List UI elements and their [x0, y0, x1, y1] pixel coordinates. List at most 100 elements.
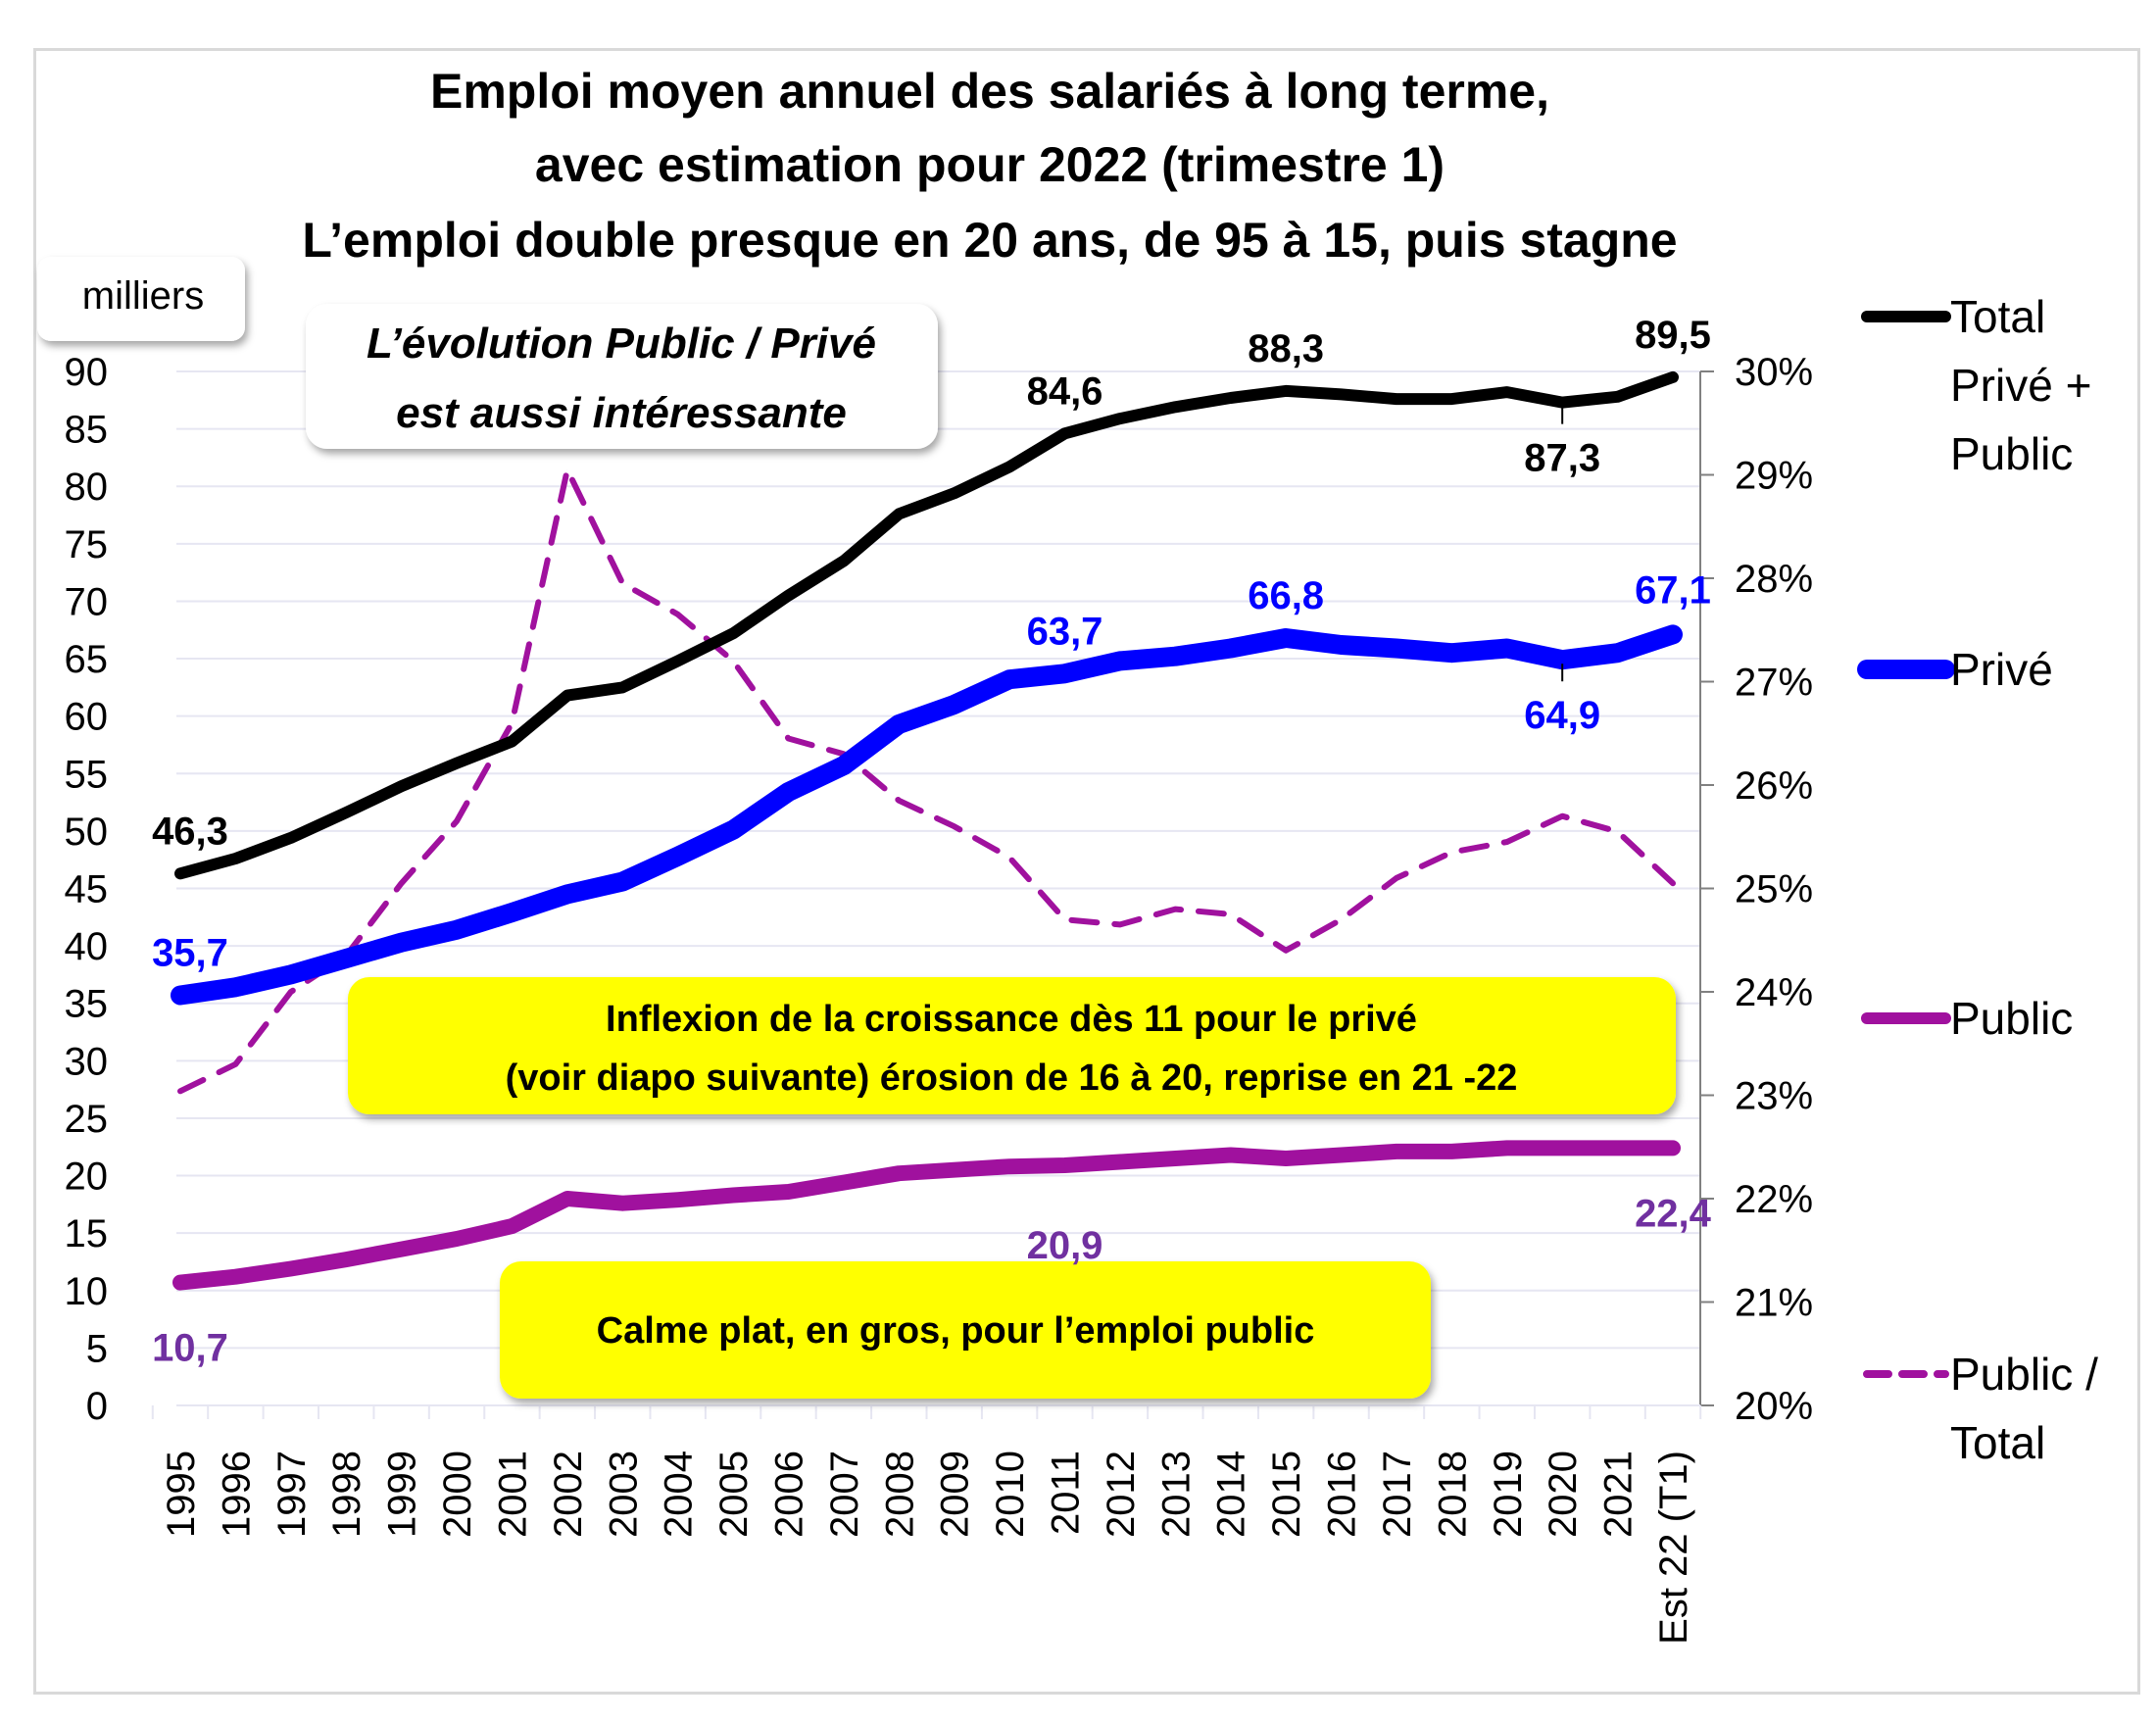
y-tick-label: 80	[65, 466, 109, 509]
y-tick-label: 60	[65, 696, 109, 739]
legend-label: Public	[1950, 993, 2073, 1044]
data-label: 89,5	[1635, 314, 1711, 357]
y-tick-label: 35	[65, 983, 109, 1026]
y-tick-label: 85	[65, 409, 109, 452]
data-label: 88,3	[1248, 327, 1324, 370]
x-tick-label: 2021	[1597, 1451, 1641, 1538]
annotation-evolution-line-1: L’évolution Public / Privé	[367, 320, 876, 368]
data-label: 35,7	[152, 932, 228, 975]
series-line-priv-	[171, 624, 1683, 1006]
y2-tick-label: 26%	[1735, 764, 1813, 808]
data-label: 22,4	[1635, 1192, 1712, 1235]
x-tick-label: 2011	[1045, 1451, 1088, 1535]
x-tick-label: 2010	[989, 1451, 1032, 1538]
y-tick-label: 10	[65, 1270, 109, 1313]
title-line-1: Emploi moyen annuel des salariés à long …	[430, 64, 1549, 119]
x-tick-label: 2017	[1376, 1451, 1419, 1538]
annotation-inflexion-line-2: (voir diapo suivante) érosion de 16 à 20…	[506, 1058, 1518, 1099]
annotation-calme-line-1: Calme plat, en gros, pour l’emploi publi…	[597, 1310, 1315, 1352]
data-label: 64,9	[1524, 694, 1600, 737]
x-tick-label: 2019	[1487, 1451, 1530, 1538]
y2-tick-label: 22%	[1735, 1178, 1813, 1221]
legend-label: Public /	[1950, 1349, 2098, 1400]
x-tick-label: 2008	[878, 1451, 921, 1538]
annotation-calme: Calme plat, en gros, pour l’emploi publi…	[500, 1261, 1431, 1399]
title-line-3: L’emploi double presque en 20 ans, de 95…	[302, 213, 1677, 268]
y2-tick-label: 25%	[1735, 868, 1813, 911]
x-tick-label: 2014	[1210, 1451, 1253, 1538]
data-label: 84,6	[1027, 369, 1103, 413]
y-unit-label: milliers	[82, 274, 204, 318]
y-tick-label: 15	[65, 1212, 109, 1255]
unit-box: milliers	[37, 257, 245, 341]
annotation-calme-bg	[500, 1261, 1431, 1399]
x-tick-label: 1999	[381, 1451, 424, 1538]
data-label: 46,3	[152, 810, 228, 853]
y2-tick-label: 28%	[1735, 558, 1813, 601]
x-tick-label: 1997	[270, 1451, 314, 1538]
y-tick-label: 65	[65, 638, 109, 681]
legend: Total Privé + Public Privé Public Public / Tot…	[1857, 291, 2098, 1468]
annotation-evolution-line-2: est aussi intéressante	[396, 389, 847, 437]
data-label: 66,8	[1248, 574, 1324, 617]
y2-tick-label: 27%	[1735, 662, 1813, 705]
y-tick-label: 20	[65, 1156, 109, 1199]
x-tick-label: 2016	[1321, 1451, 1364, 1538]
x-tick-label: 2007	[823, 1451, 866, 1538]
x-tick-label: 2004	[658, 1451, 701, 1538]
y2-tick-label: 21%	[1735, 1282, 1813, 1325]
x-tick-label: 2001	[491, 1451, 534, 1538]
y-tick-label: 40	[65, 925, 109, 968]
series-line-public	[172, 1140, 1681, 1291]
y-tick-label: 90	[65, 351, 109, 394]
x-tick-label: 2003	[602, 1451, 645, 1538]
legend-label: Public	[1950, 428, 2073, 479]
x-tick-label: Est 22 (T1)	[1652, 1451, 1695, 1645]
y-tick-label: 45	[65, 868, 109, 911]
x-tick-label: 2006	[767, 1451, 810, 1538]
x-tick-label: 1998	[325, 1451, 368, 1538]
data-label: 67,1	[1635, 568, 1711, 612]
x-axis: 1995 1996 1997 1998 1999 2000 2001 2002 2003 2004…	[151, 1404, 1702, 1645]
y2-tick-label: 20%	[1735, 1385, 1813, 1428]
series-group	[171, 370, 1683, 1291]
y-tick-label: 70	[65, 580, 109, 623]
y-axis-left: 0 5 10 15 20 25 30 35 40 45 50 55 60 65 70 75 80 85 90	[65, 351, 109, 1428]
data-label: 63,7	[1027, 610, 1103, 653]
y-axis-right: 20% 21% 22% 23% 24% 25% 26% 27% 28% 29% 30%	[1699, 351, 1813, 1428]
x-tick-label: 2013	[1154, 1451, 1198, 1538]
title-line-2: avec estimation pour 2022 (trimestre 1)	[535, 137, 1445, 192]
data-labels: 46,3 84,6 88,3 87,3 89,5 35,7 63,7 66,8 64,9 67,1…	[152, 314, 1712, 1370]
data-label: 20,9	[1027, 1224, 1103, 1267]
data-label: 87,3	[1524, 437, 1600, 480]
x-tick-label: 2002	[547, 1451, 590, 1538]
y-tick-label: 30	[65, 1040, 109, 1083]
annotation-evolution: L’évolution Public / Privé est aussi int…	[306, 304, 938, 449]
x-tick-label: 2009	[934, 1451, 977, 1538]
annotation-evolution-bg	[306, 304, 938, 449]
legend-label: Privé	[1950, 644, 2053, 695]
y2-tick-label: 23%	[1735, 1075, 1813, 1118]
y2-tick-label: 29%	[1735, 455, 1813, 498]
x-tick-label: 2005	[712, 1451, 756, 1538]
y-tick-label: 50	[65, 811, 109, 854]
legend-label: Privé +	[1950, 360, 2091, 411]
series-line-public-total	[177, 467, 1676, 1095]
annotation-inflexion-bg	[348, 977, 1676, 1114]
data-label: 10,7	[152, 1327, 228, 1370]
y2-tick-label: 30%	[1735, 351, 1813, 394]
x-tick-label: 2015	[1265, 1451, 1308, 1538]
chart-title: Emploi moyen annuel des salariés à long …	[302, 64, 1677, 268]
legend-label: Total	[1950, 1417, 2045, 1468]
x-tick-label: 2000	[436, 1451, 479, 1538]
y2-tick-label: 24%	[1735, 971, 1813, 1014]
x-tick-label: 2012	[1100, 1451, 1143, 1538]
y-tick-label: 75	[65, 523, 109, 566]
y-tick-label: 55	[65, 753, 109, 796]
x-tick-label: 2018	[1431, 1451, 1474, 1538]
x-tick-label: 1996	[215, 1451, 258, 1538]
annotation-inflexion-line-1: Inflexion de la croissance dès 11 pour l…	[606, 999, 1417, 1040]
annotation-inflexion: Inflexion de la croissance dès 11 pour l…	[348, 977, 1676, 1114]
y-tick-label: 5	[86, 1327, 108, 1370]
